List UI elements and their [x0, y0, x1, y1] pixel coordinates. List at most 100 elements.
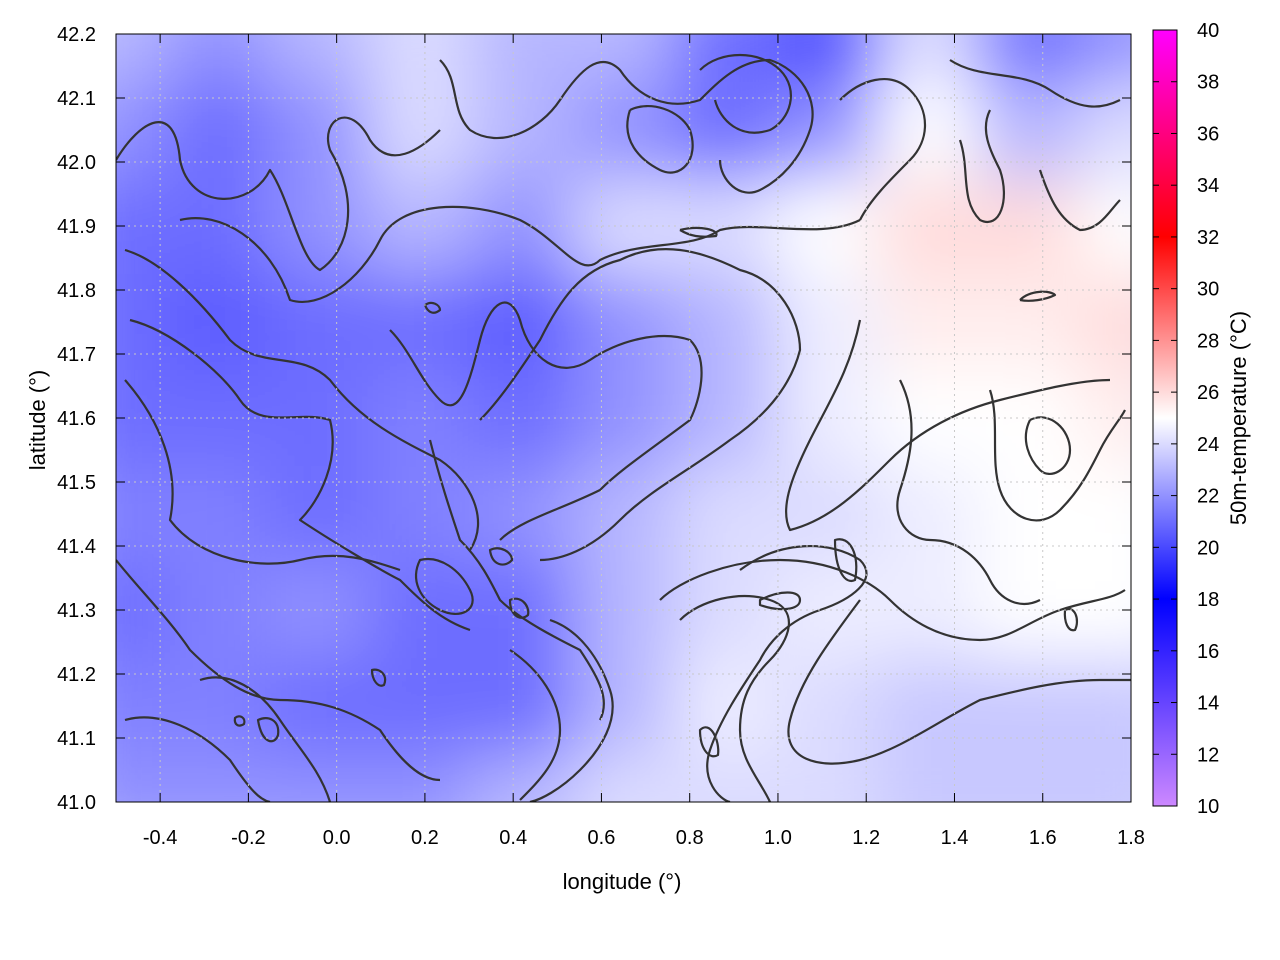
contour-line	[415, 557, 474, 615]
heatmap-cell	[471, 370, 573, 466]
heatmap-cell	[572, 34, 675, 82]
x-axis-title: longitude (°)	[563, 869, 682, 894]
y-tick-label: 41.3	[57, 600, 96, 622]
y-tick-label: 41.7	[57, 344, 96, 366]
x-tick-label: -0.4	[143, 827, 177, 849]
heatmap-cell	[166, 754, 269, 802]
x-tick-label: 1.0	[764, 827, 792, 849]
heatmap-cell	[471, 34, 573, 82]
heatmap-cell	[471, 466, 573, 562]
contour-line	[116, 116, 441, 272]
colorbar-tick-label: 30	[1197, 279, 1219, 301]
contour-line	[787, 599, 1131, 765]
contour-line	[626, 105, 694, 174]
heatmap-cell	[572, 178, 675, 274]
heatmap-cell	[268, 274, 370, 370]
heatmap-cell	[572, 370, 675, 466]
grid-lines	[116, 34, 1131, 802]
colorbar-tick-label: 24	[1197, 434, 1219, 456]
heatmap-cell	[978, 34, 1081, 82]
contour-line	[896, 379, 1041, 605]
heatmap-cell	[877, 658, 979, 754]
heatmap-cell	[877, 274, 979, 370]
y-axis-title: latitude (°)	[25, 370, 50, 471]
colorbar-tick-label: 18	[1197, 589, 1219, 611]
colorbar-tick-label: 38	[1197, 72, 1219, 94]
x-tick-label: -0.2	[231, 827, 265, 849]
heatmap-cell	[877, 466, 979, 562]
colorbar-tick-label: 32	[1197, 227, 1219, 249]
x-tick-label: 1.4	[941, 827, 969, 849]
contour-line	[509, 649, 562, 801]
contour-line	[949, 59, 1121, 108]
contour-line	[124, 716, 271, 802]
contour-line	[488, 547, 514, 566]
colorbar-tick-label: 34	[1197, 175, 1219, 197]
contour-line	[1024, 416, 1072, 475]
contour-line	[699, 53, 792, 134]
heatmap-cell	[369, 178, 472, 274]
y-axis: 41.0 41.1 41.2 41.3 41.4 41.5 41.6 41.7 41.8 41.9…	[57, 24, 1131, 814]
colorbar-tick-label: 26	[1197, 382, 1219, 404]
x-axis: -0.4 -0.2 0.0 0.2 0.4 0.6 0.8 1.0 1.2 1.4 1.6 1.8	[143, 34, 1145, 849]
contour-line	[679, 594, 790, 802]
heatmap-cell	[166, 82, 269, 178]
heatmap-cell	[572, 82, 675, 178]
colorbar-tick-label: 10	[1197, 796, 1219, 818]
heatmap-cell	[166, 466, 269, 562]
heatmap-cell	[572, 658, 675, 754]
contour-line	[529, 618, 614, 802]
contour-line	[389, 301, 703, 541]
heatmap-cell	[166, 370, 269, 466]
heatmap-cell	[978, 466, 1081, 562]
x-tick-label: 0.4	[499, 827, 527, 849]
heatmap-cell	[268, 466, 370, 562]
heatmap-cell	[775, 274, 878, 370]
heatmap-cell	[268, 562, 370, 658]
contour-line	[1019, 290, 1057, 302]
heatmap-cell	[877, 34, 979, 82]
colorbar-tick-label: 14	[1197, 693, 1219, 715]
contour-line	[423, 301, 442, 314]
contour-line	[129, 318, 471, 632]
contour-line	[256, 717, 280, 743]
colorbar-tick-label: 22	[1197, 486, 1219, 508]
heatmap-cell	[775, 754, 878, 802]
heatmap-field	[116, 34, 1131, 802]
x-tick-label: 1.8	[1117, 827, 1145, 849]
heatmap-cell	[471, 754, 573, 802]
contour-line	[116, 559, 441, 782]
heatmap-cell	[471, 82, 573, 178]
heatmap-cell	[369, 754, 472, 802]
contour-line	[508, 597, 530, 619]
colorbar-title: 50m-temperature (°C)	[1226, 311, 1251, 525]
heatmap-cell	[166, 562, 269, 658]
heatmap-cell	[369, 370, 472, 466]
heatmap-cell	[369, 466, 472, 562]
heatmap-cell	[369, 34, 472, 82]
contour-line	[233, 715, 246, 727]
contour-line	[679, 226, 718, 238]
heatmap-cell	[166, 34, 269, 82]
y-tick-label: 41.4	[57, 536, 96, 558]
contour-line	[199, 676, 332, 802]
heatmap-cell	[674, 754, 776, 802]
heatmap-cell	[268, 178, 370, 274]
heatmap-cell	[572, 274, 675, 370]
y-tick-label: 42.1	[57, 88, 96, 110]
heatmap-cell	[1080, 34, 1131, 82]
heatmap-cell	[268, 34, 370, 82]
colorbar-axis: 10 12 14 16 18 20 22 24 26 28 30 32 34 36 38 40	[1153, 20, 1219, 818]
heatmap-cell	[166, 178, 269, 274]
colorbar-tick-label: 40	[1197, 20, 1219, 42]
contour-line	[1063, 607, 1079, 632]
colorbar-tick-label: 28	[1197, 330, 1219, 352]
x-tick-label: 0.0	[323, 827, 351, 849]
x-tick-label: 0.6	[588, 827, 616, 849]
y-tick-label: 42.0	[57, 152, 96, 174]
heatmap-cell	[775, 562, 878, 658]
contour-lines	[116, 53, 1131, 802]
y-tick-label: 41.5	[57, 472, 96, 494]
contour-line	[785, 319, 1111, 532]
